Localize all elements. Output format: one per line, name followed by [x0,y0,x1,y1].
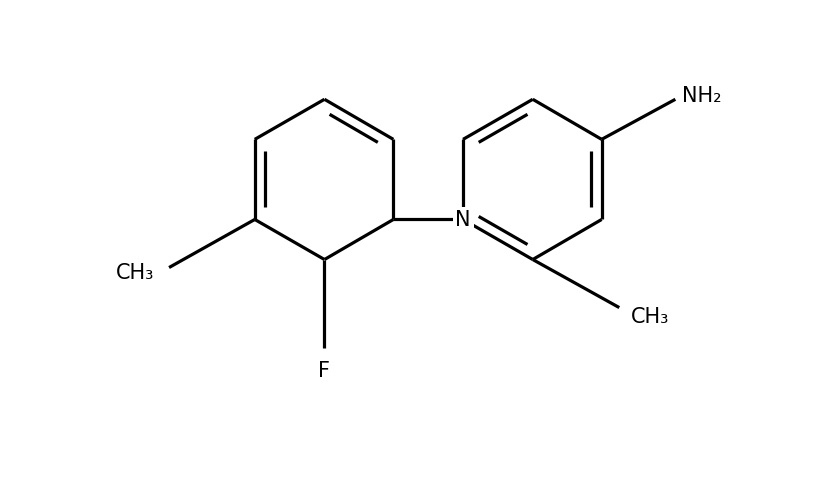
Text: CH₃: CH₃ [631,306,670,326]
Text: NH₂: NH₂ [682,86,722,106]
Text: N: N [455,210,471,230]
Text: F: F [318,360,330,380]
Text: CH₃: CH₃ [116,262,155,282]
